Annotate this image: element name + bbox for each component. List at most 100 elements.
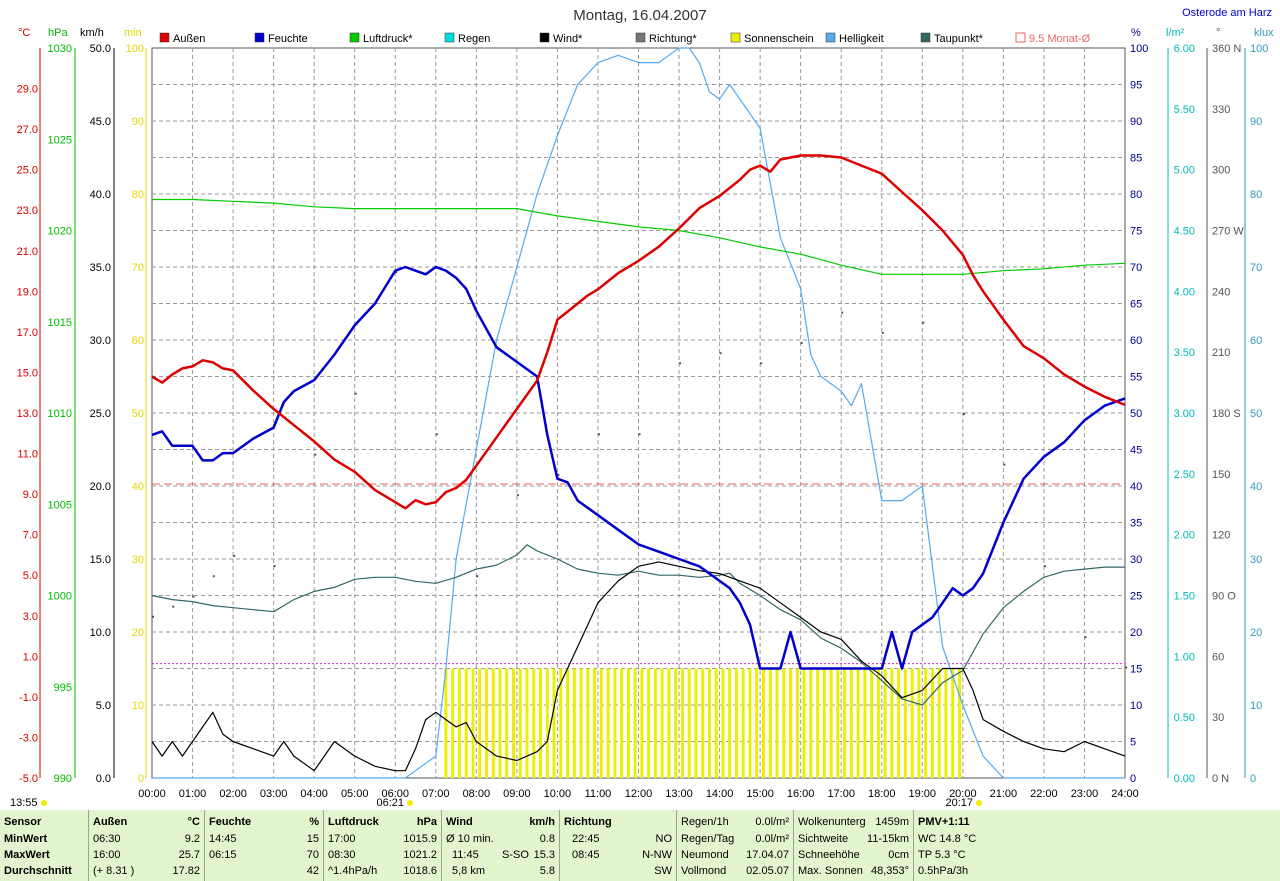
temperature-line xyxy=(151,154,1126,510)
stats-label-max: MaxWert xyxy=(4,849,50,861)
stats-vollmond-value: 02.05.07 xyxy=(746,865,789,877)
stats-richtung-avg-value: SW xyxy=(654,865,672,877)
brightness-tick-5: 50 xyxy=(1250,408,1262,420)
stats-luftdruck-header: Luftdruck xyxy=(328,816,379,828)
sunshine-bar xyxy=(512,668,515,778)
location-label: Osterode am Harz xyxy=(1182,7,1272,19)
sunshine-bar xyxy=(741,668,745,778)
humidity-line xyxy=(151,265,1126,670)
direction-tick-7: 150 xyxy=(1212,469,1230,481)
direction-point xyxy=(516,494,519,497)
sunshine-bar xyxy=(694,668,698,778)
sunshine-bar xyxy=(498,668,502,778)
brightness-tick-2: 80 xyxy=(1250,189,1262,201)
sunshine-bar xyxy=(687,668,691,778)
brightness-tick-6: 40 xyxy=(1250,481,1262,493)
unit-humidity: % xyxy=(1131,27,1141,39)
direction-tick-4: 240 xyxy=(1212,286,1230,298)
direction-point xyxy=(1003,463,1006,466)
sunshine-bar xyxy=(863,668,867,778)
x-tick-8: 08:00 xyxy=(463,788,491,800)
temp-tick-1: 27.0 xyxy=(17,124,38,136)
temp-tick-7: 15.0 xyxy=(17,367,38,379)
sunshine-bar xyxy=(856,668,860,778)
temp-tick-4: 21.0 xyxy=(17,246,38,258)
sunrise-label: 06:21 xyxy=(376,797,404,809)
brightness-tick-7: 30 xyxy=(1250,554,1262,566)
sunshine-bar xyxy=(958,668,961,778)
unit-rain: l/m² xyxy=(1166,27,1185,39)
sun-tick-5: 50 xyxy=(132,408,144,420)
sunshine-bar xyxy=(626,668,630,778)
chart-title: Montag, 16.04.2007 xyxy=(573,7,706,24)
sunshine-bar xyxy=(903,668,907,778)
x-tick-20: 20:00 xyxy=(949,788,977,800)
legend-swatch-9 xyxy=(1015,32,1026,43)
stats-col-sensor: Sensor MinWert MaxWert Durchschnitt xyxy=(0,810,89,881)
pressure-tick-4: 1010 xyxy=(48,408,72,420)
stats-aussen-avg-value: 17.82 xyxy=(172,865,200,877)
x-tick-14: 14:00 xyxy=(706,788,734,800)
sunshine-bar xyxy=(707,668,711,778)
plot-area xyxy=(151,47,1127,779)
direction-tick-6: 180 S xyxy=(1212,408,1241,420)
sunshine-bar xyxy=(890,668,894,778)
stats-sensor-header: Sensor xyxy=(4,816,42,828)
legend-swatch-2 xyxy=(349,32,360,43)
brightness-line xyxy=(152,47,1125,779)
direction-point xyxy=(1084,636,1087,639)
x-tick-6: 06:00 xyxy=(381,788,409,800)
stats-wind-avg-label: Ø 10 min. xyxy=(446,833,494,845)
direction-point xyxy=(1125,666,1127,669)
x-tick-19: 19:00 xyxy=(909,788,937,800)
sunshine-bar xyxy=(572,668,576,778)
humidity-tick-19: 5 xyxy=(1130,737,1136,749)
sunshine-bar xyxy=(714,668,718,778)
humidity-tick-16: 20 xyxy=(1130,627,1142,639)
sunshine-bar xyxy=(559,668,563,778)
stats-sicht-label: Sichtweite xyxy=(798,833,849,845)
sunshine-bar xyxy=(485,668,488,778)
sunshine-bar xyxy=(660,668,664,778)
sun-tick-3: 70 xyxy=(132,262,144,274)
sunshine-bar xyxy=(674,668,678,778)
sunshine-bar xyxy=(930,668,934,778)
stats-feuchte-unit: % xyxy=(309,816,319,828)
wind-tick-10: 0.0 xyxy=(96,773,111,785)
sunshine-bar xyxy=(944,668,948,778)
humidity-tick-2: 90 xyxy=(1130,116,1142,128)
temp-tick-17: -5.0 xyxy=(19,773,38,785)
direction-point xyxy=(922,321,925,324)
sunshine-bar xyxy=(768,668,772,778)
humidity-tick-3: 85 xyxy=(1130,153,1142,165)
direction-tick-12: 0 N xyxy=(1212,773,1229,785)
direction-point xyxy=(962,413,965,415)
temp-tick-5: 19.0 xyxy=(17,286,38,298)
direction-point xyxy=(152,615,154,618)
sunshine-bar xyxy=(728,668,732,778)
legend-swatch-7 xyxy=(825,32,836,43)
direction-point xyxy=(354,392,357,395)
sunshine-bar xyxy=(545,668,549,778)
stats-wind-unit: km/h xyxy=(529,816,555,828)
direction-point xyxy=(212,575,215,578)
sunshine-bar xyxy=(599,668,603,778)
sunshine-bar xyxy=(829,668,833,778)
sunshine-bar xyxy=(951,668,955,778)
stats-wind-max-dir: S-SO xyxy=(502,849,529,861)
humidity-tick-14: 30 xyxy=(1130,554,1142,566)
sunshine-bar xyxy=(701,668,705,778)
brightness-tick-1: 90 xyxy=(1250,116,1262,128)
direction-point xyxy=(395,271,398,274)
rain-tick-4: 4.00 xyxy=(1174,286,1195,298)
stats-feuchte-max-time: 06:15 xyxy=(209,849,237,861)
sun-tick-7: 30 xyxy=(132,554,144,566)
brightness-tick-10: 0 xyxy=(1250,773,1256,785)
x-tick-10: 10:00 xyxy=(544,788,572,800)
pressure-tick-6: 1000 xyxy=(48,591,72,603)
weather-chart: Montag, 16.04.2007 Osterode am Harz °C h… xyxy=(10,7,1274,809)
stats-label-avg: Durchschnitt xyxy=(4,865,72,877)
legend-swatch-1 xyxy=(254,32,265,43)
legend-label-8: Taupunkt* xyxy=(934,33,984,45)
pressure-tick-8: 990 xyxy=(54,773,72,785)
